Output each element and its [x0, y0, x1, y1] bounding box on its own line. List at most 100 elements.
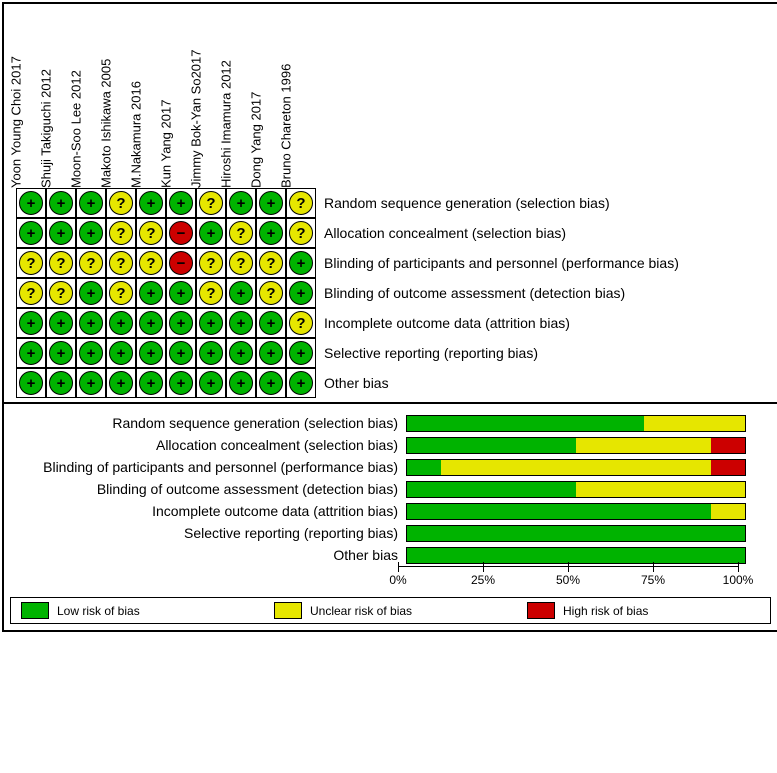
grid-cell: − [166, 248, 196, 278]
risk-dot-unclear: ? [229, 251, 253, 275]
summary-bar [406, 415, 746, 432]
risk-dot-low: + [79, 191, 103, 215]
x-axis: 0%25%50%75%100% [398, 566, 738, 591]
risk-dot-low: + [79, 311, 103, 335]
summary-row: Other bias [10, 544, 771, 566]
grid-row: +++++++++?Incomplete outcome data (attri… [16, 308, 679, 338]
study-label: Bruno Chareton 1996 [279, 64, 294, 188]
summary-label: Other bias [10, 547, 406, 563]
risk-dot-low: + [259, 371, 283, 395]
risk-dot-unclear: ? [289, 221, 313, 245]
study-label: Makoto Ishikawa 2005 [99, 59, 114, 188]
grid-cell: + [46, 308, 76, 338]
bar-segment-high [711, 438, 745, 453]
risk-dot-unclear: ? [199, 251, 223, 275]
risk-dot-unclear: ? [229, 221, 253, 245]
summary-row: Selective reporting (reporting bias) [10, 522, 771, 544]
domain-label: Random sequence generation (selection bi… [324, 195, 610, 211]
grid-cell: ? [196, 278, 226, 308]
bar-segment-unclear [576, 482, 745, 497]
summary-row: Random sequence generation (selection bi… [10, 412, 771, 434]
risk-dot-unclear: ? [19, 251, 43, 275]
axis-tick [398, 562, 399, 572]
legend: Low risk of biasUnclear risk of biasHigh… [10, 597, 771, 624]
grid-row: ??+?++?+?+Blinding of outcome assessment… [16, 278, 679, 308]
grid-cell: + [106, 338, 136, 368]
risk-dot-low: + [289, 371, 313, 395]
risk-dot-low: + [109, 311, 133, 335]
risk-dot-low: + [289, 341, 313, 365]
risk-dot-low: + [289, 281, 313, 305]
bar-segment-low [407, 504, 711, 519]
grid-row: +++??−+?+?Allocation concealment (select… [16, 218, 679, 248]
risk-dot-unclear: ? [199, 191, 223, 215]
grid-cell: + [76, 368, 106, 398]
study-header: Bruno Chareton 1996 [286, 8, 316, 188]
risk-dot-unclear: ? [109, 281, 133, 305]
summary-row: Incomplete outcome data (attrition bias) [10, 500, 771, 522]
grid-cell: ? [226, 248, 256, 278]
risk-dot-low: + [49, 221, 73, 245]
grid-cell: + [226, 278, 256, 308]
axis-tick-label: 0% [389, 573, 406, 587]
risk-dot-low: + [169, 371, 193, 395]
grid-cell: − [166, 218, 196, 248]
study-label: Shuji Takiguchi 2012 [39, 69, 54, 188]
summary-row: Blinding of participants and personnel (… [10, 456, 771, 478]
summary-row: Allocation concealment (selection bias) [10, 434, 771, 456]
risk-dot-low: + [79, 371, 103, 395]
grid-cell: + [226, 188, 256, 218]
grid-cell: + [256, 218, 286, 248]
grid-cell: + [196, 338, 226, 368]
axis-tick-label: 25% [471, 573, 495, 587]
axis-tick [738, 562, 739, 572]
bar-segment-low [407, 548, 745, 563]
grid-cell: + [166, 188, 196, 218]
grid-cell: ? [286, 218, 316, 248]
risk-dot-low: + [259, 191, 283, 215]
summary-bar [406, 547, 746, 564]
grid-cell: + [286, 278, 316, 308]
domain-label: Blinding of participants and personnel (… [324, 255, 679, 271]
risk-dot-low: + [139, 281, 163, 305]
grid-cell: + [196, 368, 226, 398]
grid-cell: + [226, 308, 256, 338]
grid-cell: ? [16, 278, 46, 308]
risk-dot-low: + [289, 251, 313, 275]
risk-dot-low: + [19, 371, 43, 395]
grid-cell: + [256, 308, 286, 338]
risk-dot-low: + [229, 341, 253, 365]
grid-cell: ? [106, 188, 136, 218]
grid-cell: + [196, 308, 226, 338]
grid-cell: + [76, 218, 106, 248]
risk-dot-unclear: ? [259, 281, 283, 305]
risk-dot-high: − [169, 251, 193, 275]
risk-dot-unclear: ? [139, 221, 163, 245]
grid-cell: + [166, 308, 196, 338]
legend-label: High risk of bias [563, 604, 648, 618]
summary-label: Incomplete outcome data (attrition bias) [10, 503, 406, 519]
risk-dot-low: + [139, 191, 163, 215]
summary-label: Random sequence generation (selection bi… [10, 415, 406, 431]
grid-row: ++++++++++Other bias [16, 368, 679, 398]
study-label: Jimmy Bok-Yan So2017 [189, 50, 204, 189]
grid-cell: + [166, 368, 196, 398]
risk-dot-low: + [169, 311, 193, 335]
risk-dot-unclear: ? [289, 311, 313, 335]
grid-cell: ? [226, 218, 256, 248]
risk-dot-low: + [109, 341, 133, 365]
grid-cell: + [106, 308, 136, 338]
grid-cell: + [16, 218, 46, 248]
bar-segment-unclear [711, 504, 745, 519]
legend-label: Unclear risk of bias [310, 604, 412, 618]
grid-cell: + [226, 368, 256, 398]
grid-cell: ? [106, 278, 136, 308]
risk-dot-high: − [169, 221, 193, 245]
bar-segment-high [711, 460, 745, 475]
grid-cell: ? [286, 308, 316, 338]
grid-cell: ? [46, 278, 76, 308]
risk-dot-low: + [199, 371, 223, 395]
grid-cell: + [46, 338, 76, 368]
axis-tick-label: 50% [556, 573, 580, 587]
bar-segment-unclear [576, 438, 711, 453]
